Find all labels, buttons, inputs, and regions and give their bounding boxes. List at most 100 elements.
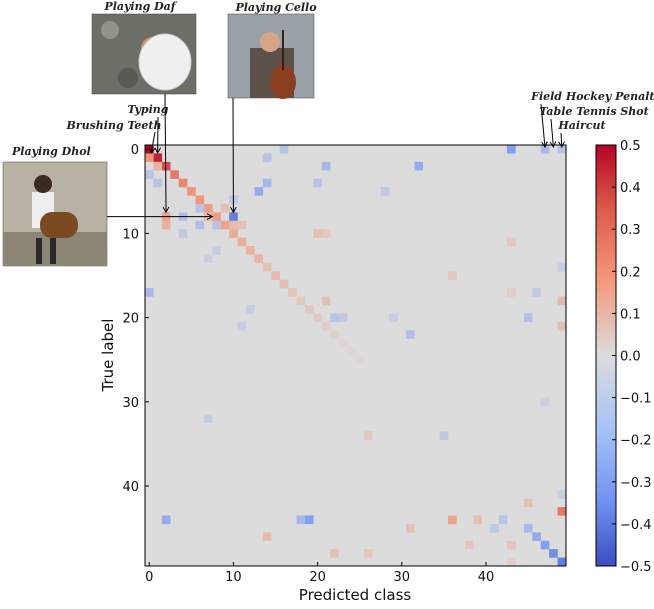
heatmap-cell <box>557 557 567 567</box>
colorbar-tick-label: −0.3 <box>620 476 652 491</box>
heatmap-cell <box>389 313 398 323</box>
heatmap-cell <box>195 203 205 213</box>
colorbar: 0.5 0.4 0.3 0.2 0.1 0.0 −0.1 −0.2 −0.3 −0.4 −0.5 <box>595 139 652 575</box>
arrow-table-tennis-shot-head <box>549 141 557 149</box>
heatmap-cell <box>271 271 280 280</box>
heatmap-cell <box>212 220 221 230</box>
y-tick-label: 0 <box>131 143 139 158</box>
heatmap-cell <box>203 254 213 264</box>
heatmap-cell <box>237 237 247 247</box>
heatmap-cell <box>321 296 331 306</box>
heatmap-cell <box>507 540 516 550</box>
colorbar-tick-label: 0.5 <box>620 139 641 154</box>
colorbar-tick-label: −0.2 <box>620 434 652 449</box>
thumbnail-playing-cello <box>227 13 315 99</box>
heatmap-cell <box>557 262 567 272</box>
heatmap-cell <box>507 557 516 567</box>
annotation-label-playing-cello: Playing Cello <box>234 1 316 14</box>
heatmap-cell <box>523 498 533 508</box>
heatmap-cell <box>279 145 289 154</box>
heatmap-cell <box>220 220 230 230</box>
colorbar-tick-label: 0.0 <box>620 350 641 365</box>
daf-photo-pattern <box>101 21 119 39</box>
x-tick-label: 30 <box>394 570 411 585</box>
heatmap-cell <box>448 271 457 280</box>
dhol-drum-icon <box>40 212 78 238</box>
heatmap-cell <box>439 431 449 440</box>
dhol-photo-player-leg-2 <box>50 238 56 264</box>
heatmap-cell <box>304 304 314 314</box>
heatmap-cell <box>296 515 306 525</box>
heatmap-cell <box>288 288 297 297</box>
y-tick-label: 30 <box>122 396 139 411</box>
x-tick-label: 10 <box>225 570 242 585</box>
heatmap-cell <box>145 288 154 297</box>
heatmap-cell <box>557 507 567 516</box>
heatmap-cell <box>523 523 533 533</box>
heatmap-cell <box>338 338 348 348</box>
heatmap-cell <box>246 304 255 314</box>
daf-drum-icon <box>138 33 192 91</box>
heatmap-cell <box>330 549 339 558</box>
annotation-label-typing: Typing <box>128 103 169 116</box>
cello-icon <box>270 65 296 99</box>
colorbar-tick-label: 0.2 <box>620 265 641 280</box>
annotation-arrows <box>107 93 565 220</box>
heatmap-cell <box>187 187 196 196</box>
heatmap-cell <box>304 515 314 525</box>
y-tick-label: 20 <box>122 312 139 327</box>
heatmap-cell <box>321 321 331 331</box>
heatmap-cell <box>338 313 348 323</box>
heatmap-cell <box>330 313 339 323</box>
heatmap-cell <box>507 288 516 297</box>
heatmap-cell <box>237 220 247 230</box>
heatmap-cell <box>313 313 323 323</box>
heatmap-cell <box>406 330 415 339</box>
dhol-photo-player-head <box>34 175 52 193</box>
arrow-playing-dhol-head <box>206 213 214 220</box>
heatmap-cell <box>153 153 163 163</box>
daf-photo-frame <box>91 13 197 95</box>
heatmap-frame <box>144 144 567 567</box>
colorbar-tick-label: −0.4 <box>620 518 652 533</box>
arrow-brushing-teeth <box>150 131 156 154</box>
annotation-label-playing-dhol: Playing Dhol <box>11 145 91 158</box>
heatmap-cell <box>203 414 213 424</box>
heatmap-cell <box>549 549 558 558</box>
heatmap-cell <box>145 153 154 163</box>
colorbar-tick-label: 0.3 <box>620 223 641 238</box>
heatmap-cell <box>490 523 499 533</box>
heatmap-cell <box>448 515 457 525</box>
heatmap-cell <box>153 161 163 171</box>
colorbar-tick-label: 0.4 <box>620 181 641 196</box>
heatmap-cell <box>262 153 272 163</box>
heatmap-cell <box>212 246 221 255</box>
y-tick-label: 40 <box>122 480 139 495</box>
colorbar-ticks: 0.5 0.4 0.3 0.2 0.1 0.0 −0.1 −0.2 −0.3 −0.4 −0.5 <box>612 139 652 575</box>
annotation-label-field-hockey-penalty: Field Hockey Penalty <box>530 90 654 103</box>
arrow-field-hockey-penalty <box>540 103 546 148</box>
heatmap-cell <box>279 279 289 289</box>
y-axis-label: True label <box>99 319 117 393</box>
arrow-field-hockey-penalty-head <box>541 141 548 149</box>
heatmap-cell <box>557 145 567 154</box>
arrow-playing-daf-head <box>162 206 170 214</box>
heatmap-cell <box>195 220 205 230</box>
heatmap-cell <box>262 532 272 541</box>
heatmap-cell <box>355 355 365 365</box>
heatmap-cell <box>523 313 533 323</box>
x-tick-label: 20 <box>309 570 326 585</box>
heatmap-cell <box>473 515 482 525</box>
x-axis-label: Predicted class <box>299 586 412 604</box>
heatmap-cell <box>254 254 264 264</box>
colorbar-tick-label: −0.5 <box>620 560 652 575</box>
heatmap-cell <box>540 540 550 550</box>
heatmap-cell <box>254 187 264 196</box>
colorbar-tick-label: 0.1 <box>620 307 641 322</box>
heatmap-cell <box>498 515 508 525</box>
arrow-playing-cello-head <box>230 206 237 214</box>
heatmap-cell <box>229 229 238 238</box>
heatmap-cell <box>380 187 390 196</box>
heatmap-cell <box>507 237 516 247</box>
heatmap-cell <box>229 212 238 221</box>
